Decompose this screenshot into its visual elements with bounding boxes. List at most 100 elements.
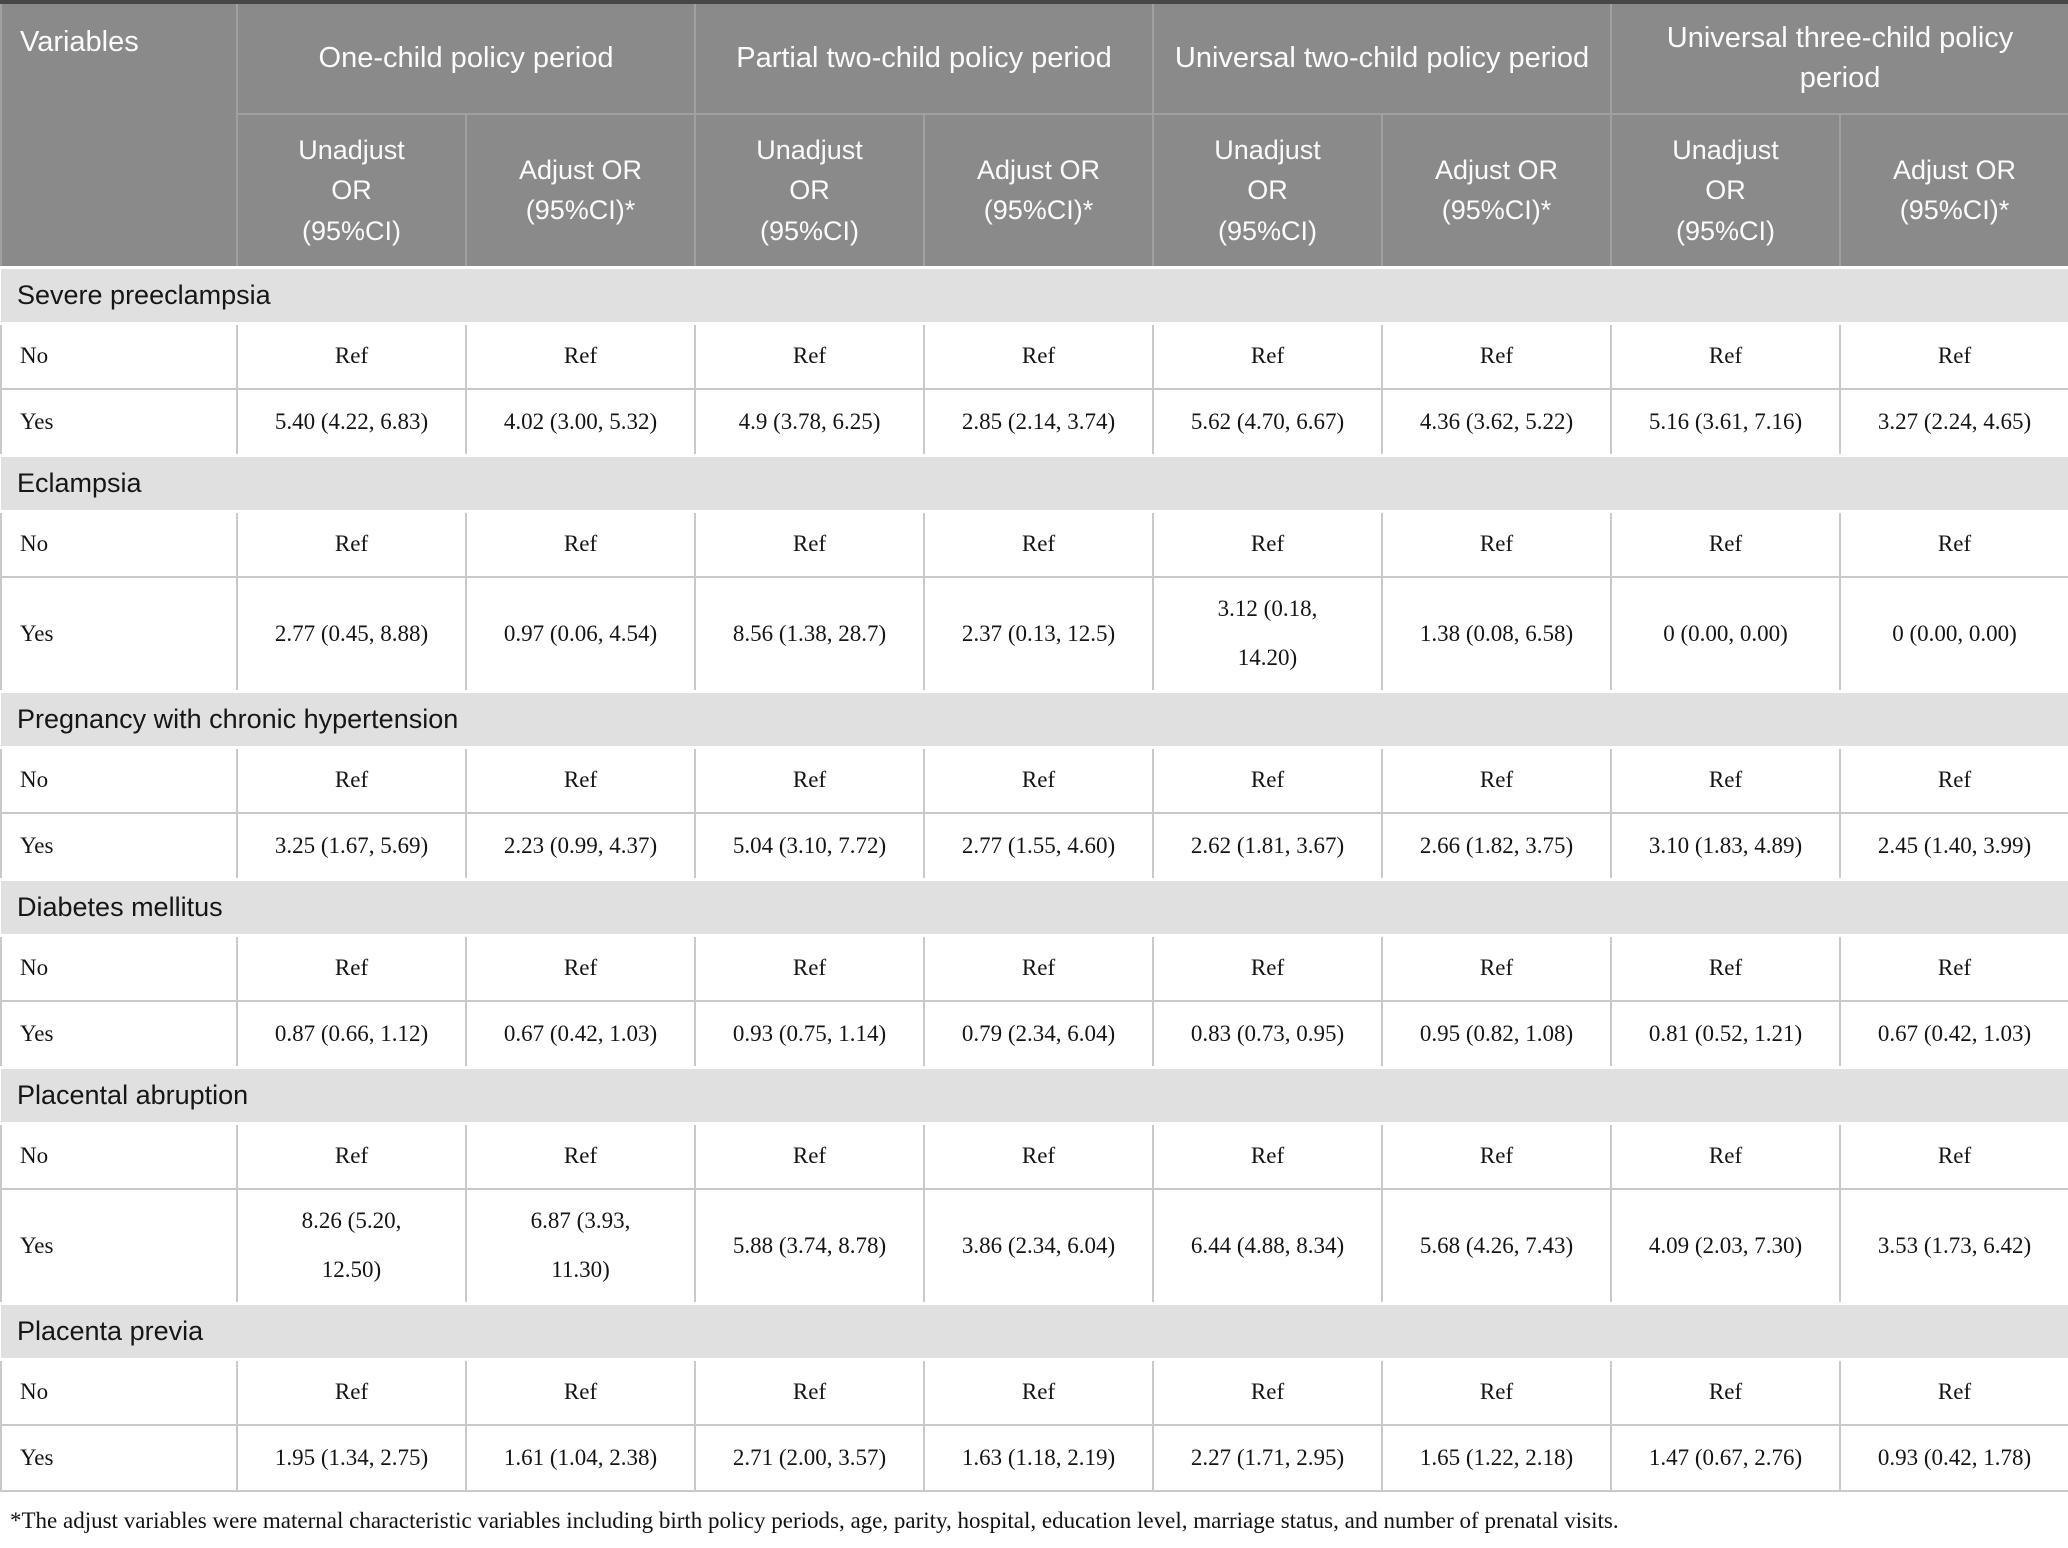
column-group-one-child: One-child policy period (235, 1, 697, 115)
table-cell: 2.45 (1.40, 3.99) (1839, 812, 2068, 880)
table-cell: Ref (464, 746, 697, 814)
table-cell: Ref (464, 1122, 697, 1190)
column-header-variables: Variables (0, 1, 238, 268)
policy-period-or-table: Variables One-child policy period Partia… (0, 0, 2068, 1492)
table-row: No Ref Ref Ref Ref Ref Ref Ref Ref (0, 1358, 2068, 1426)
table-row: Yes 8.26 (5.20, 12.50) 6.87 (3.93, 11.30… (0, 1188, 2068, 1304)
column-header-adjust-or-2: Adjust OR (95%CI)* (923, 113, 1155, 268)
table-cell: 2.62 (1.81, 3.67) (1152, 812, 1384, 880)
table-cell: 6.44 (4.88, 8.34) (1152, 1188, 1384, 1304)
table-cell: 2.85 (2.14, 3.74) (923, 388, 1155, 456)
column-header-adjust-or-4: Adjust OR (95%CI)* (1839, 113, 2068, 268)
table-cell: Ref (694, 510, 926, 578)
table-cell: Ref (1381, 934, 1613, 1002)
table-cell: Ref (923, 934, 1155, 1002)
table-row: Yes 5.40 (4.22, 6.83) 4.02 (3.00, 5.32) … (0, 388, 2068, 456)
section-title-severe-preeclampsia: Severe preeclampsia (1, 265, 2068, 325)
table-cell: 0.93 (0.42, 1.78) (1839, 1424, 2068, 1492)
table-cell: Ref (236, 510, 467, 578)
table-footnote: *The adjust variables were maternal char… (10, 1508, 1619, 1533)
table-cell: 0 (0.00, 0.00) (1839, 576, 2068, 692)
table-cell: 5.62 (4.70, 6.67) (1152, 388, 1384, 456)
table-row: No Ref Ref Ref Ref Ref Ref Ref Ref (0, 322, 2068, 390)
table-cell: Ref (1152, 510, 1384, 578)
table-cell: Ref (1839, 1358, 2068, 1426)
table-cell: Ref (1610, 1122, 1842, 1190)
table-cell: 5.04 (3.10, 7.72) (694, 812, 926, 880)
row-label: Yes (0, 576, 238, 692)
table-cell: Ref (694, 322, 926, 390)
table-cell: Ref (1610, 746, 1842, 814)
table-cell: Ref (236, 1358, 467, 1426)
table-cell: Ref (923, 746, 1155, 814)
table-cell: 3.12 (0.18, 14.20) (1152, 576, 1384, 692)
table-row: Yes 0.87 (0.66, 1.12) 0.67 (0.42, 1.03) … (0, 1000, 2068, 1068)
table-cell: 5.88 (3.74, 8.78) (694, 1188, 926, 1304)
table-cell: 1.65 (1.22, 2.18) (1381, 1424, 1613, 1492)
table-cell: Ref (1381, 322, 1613, 390)
table-cell: 0.97 (0.06, 4.54) (464, 576, 697, 692)
table-cell: 3.10 (1.83, 4.89) (1610, 812, 1842, 880)
table-cell: Ref (464, 934, 697, 1002)
table-cell: Ref (1152, 1358, 1384, 1426)
table-cell: 0.87 (0.66, 1.12) (236, 1000, 467, 1068)
table-cell: 2.71 (2.00, 3.57) (694, 1424, 926, 1492)
section-header-row: Pregnancy with chronic hypertension (1, 689, 2068, 749)
table-row: No Ref Ref Ref Ref Ref Ref Ref Ref (0, 1122, 2068, 1190)
table-cell: 1.47 (0.67, 2.76) (1610, 1424, 1842, 1492)
table-cell: 5.40 (4.22, 6.83) (236, 388, 467, 456)
table-cell: 4.9 (3.78, 6.25) (694, 388, 926, 456)
table-cell: Ref (694, 934, 926, 1002)
table-cell: 0.95 (0.82, 1.08) (1381, 1000, 1613, 1068)
table-cell: 1.63 (1.18, 2.19) (923, 1424, 1155, 1492)
section-header-row: Eclampsia (1, 453, 2068, 513)
table-cell: 0 (0.00, 0.00) (1610, 576, 1842, 692)
table-row: Yes 3.25 (1.67, 5.69) 2.23 (0.99, 4.37) … (0, 812, 2068, 880)
table-cell: Ref (1610, 934, 1842, 1002)
table-cell: Ref (1839, 322, 2068, 390)
table-cell: 1.61 (1.04, 2.38) (464, 1424, 697, 1492)
table-cell: Ref (923, 322, 1155, 390)
table-cell: 0.79 (2.34, 6.04) (923, 1000, 1155, 1068)
row-label: Yes (0, 1424, 238, 1492)
table-cell: Ref (1152, 746, 1384, 814)
column-header-unadjust-or-4: Unadjust OR (95%CI) (1610, 113, 1842, 268)
table-row: Yes 2.77 (0.45, 8.88) 0.97 (0.06, 4.54) … (0, 576, 2068, 692)
table-cell: 0.67 (0.42, 1.03) (1839, 1000, 2068, 1068)
table-cell: Ref (1839, 934, 2068, 1002)
table-cell: 2.77 (0.45, 8.88) (236, 576, 467, 692)
column-group-universal-three-child: Universal three-child policy period (1610, 1, 2068, 115)
table-cell: 2.23 (0.99, 4.37) (464, 812, 697, 880)
table-cell: 4.02 (3.00, 5.32) (464, 388, 697, 456)
column-header-adjust-or-3: Adjust OR (95%CI)* (1381, 113, 1613, 268)
table-cell: 1.38 (0.08, 6.58) (1381, 576, 1613, 692)
column-header-unadjust-or-3: Unadjust OR (95%CI) (1152, 113, 1384, 268)
table-cell: 5.16 (3.61, 7.16) (1610, 388, 1842, 456)
section-title-eclampsia: Eclampsia (1, 453, 2068, 513)
table-cell: Ref (694, 1358, 926, 1426)
table-cell: Ref (1839, 510, 2068, 578)
table-cell: 4.36 (3.62, 5.22) (1381, 388, 1613, 456)
section-header-row: Diabetes mellitus (1, 877, 2068, 937)
table-cell: 0.83 (0.73, 0.95) (1152, 1000, 1384, 1068)
table-cell: 3.25 (1.67, 5.69) (236, 812, 467, 880)
table-cell: Ref (236, 934, 467, 1002)
section-header-row: Placenta previa (1, 1301, 2068, 1361)
section-header-row: Placental abruption (1, 1065, 2068, 1125)
table-cell: 2.77 (1.55, 4.60) (923, 812, 1155, 880)
table-cell: Ref (1152, 322, 1384, 390)
table-cell: Ref (694, 746, 926, 814)
row-label: No (0, 510, 238, 578)
column-group-universal-two-child: Universal two-child policy period (1152, 1, 1613, 115)
table-cell: Ref (464, 1358, 697, 1426)
column-header-unadjust-or-1: Unadjust OR (95%CI) (236, 113, 467, 268)
table-cell: Ref (923, 510, 1155, 578)
table-cell: Ref (1381, 1358, 1613, 1426)
section-title-diabetes-mellitus: Diabetes mellitus (1, 877, 2068, 937)
table-cell: Ref (464, 510, 697, 578)
table-row: Yes 1.95 (1.34, 2.75) 1.61 (1.04, 2.38) … (0, 1424, 2068, 1492)
row-label: No (0, 322, 238, 390)
column-header-adjust-or-1: Adjust OR (95%CI)* (464, 113, 697, 268)
table-cell: Ref (236, 322, 467, 390)
table-cell: 2.66 (1.82, 3.75) (1381, 812, 1613, 880)
